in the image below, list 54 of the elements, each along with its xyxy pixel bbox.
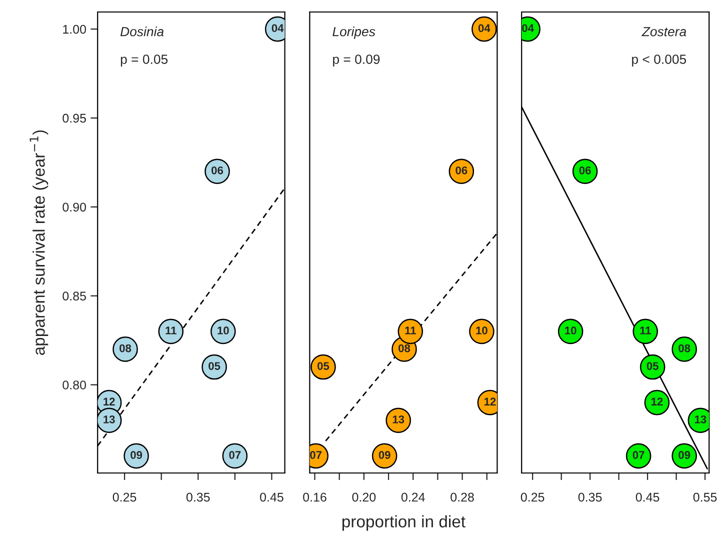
annotation: 05: [317, 362, 330, 370]
annotation: 09: [378, 451, 390, 459]
annotation: 13: [392, 415, 404, 424]
annotation: p < 0.005: [632, 54, 686, 67]
x-tick-label: 0.20: [352, 492, 376, 502]
annotation: 08: [678, 344, 690, 352]
annotation: 10: [218, 326, 229, 334]
annotation: 08: [398, 344, 410, 352]
annotation: 12: [104, 398, 115, 406]
x-tick-label: 0.16: [303, 492, 326, 502]
y-tick-label: 0.90: [62, 202, 86, 212]
x-tick-label: 0.35: [578, 492, 602, 502]
annotation: 06: [579, 166, 591, 174]
x-axis-title: proportion in diet: [342, 515, 466, 531]
annotation: 13: [694, 415, 706, 424]
x-tick-label: 0.28: [450, 492, 474, 502]
annotation: Dosinia: [120, 26, 164, 36]
annotation: 04: [272, 24, 284, 32]
x-tick-label: 0.45: [636, 492, 660, 502]
annotation: 06: [212, 166, 224, 174]
annotation: Loripes: [332, 26, 376, 39]
annotation: 07: [229, 451, 241, 459]
y-tick-label: 0.95: [62, 114, 86, 123]
x-tick-label: 0.25: [112, 492, 136, 502]
annotation: 04: [522, 24, 534, 32]
y-axis-title: apparent survival rate (year$^{−1}$): [30, 130, 48, 355]
annotation: 11: [405, 326, 416, 334]
annotation: 13: [104, 415, 115, 424]
annotation: 07: [310, 451, 322, 459]
annotation: 05: [646, 362, 658, 370]
annotation: 09: [130, 451, 142, 459]
annotation: p = 0.05: [120, 54, 168, 67]
x-tick-label: 0.55: [693, 492, 717, 502]
annotation: 04: [478, 24, 490, 32]
x-tick-label: 0.45: [260, 492, 284, 502]
x-tick-label: 0.24: [401, 492, 425, 502]
annotation: 08: [120, 344, 132, 352]
x-tick-label: 0.35: [186, 492, 210, 502]
annotation: 09: [678, 451, 690, 459]
annotation: 11: [640, 326, 651, 334]
annotation: 07: [632, 451, 644, 459]
annotation: 10: [476, 326, 488, 334]
y-tick-label: 0.80: [62, 380, 86, 390]
x-tick-label: 0.25: [520, 492, 544, 502]
y-tick-label: 1.00: [63, 24, 86, 34]
annotation: 10: [565, 326, 576, 334]
annotation: 05: [208, 362, 220, 370]
annotation: Zostera: [642, 27, 686, 36]
annotation: 11: [166, 326, 176, 334]
y-tick-label: 0.85: [62, 292, 86, 301]
annotation: p = 0.09: [333, 54, 380, 67]
annotation: 06: [456, 166, 468, 174]
annotation: 12: [651, 398, 663, 406]
annotation: 12: [484, 398, 496, 406]
